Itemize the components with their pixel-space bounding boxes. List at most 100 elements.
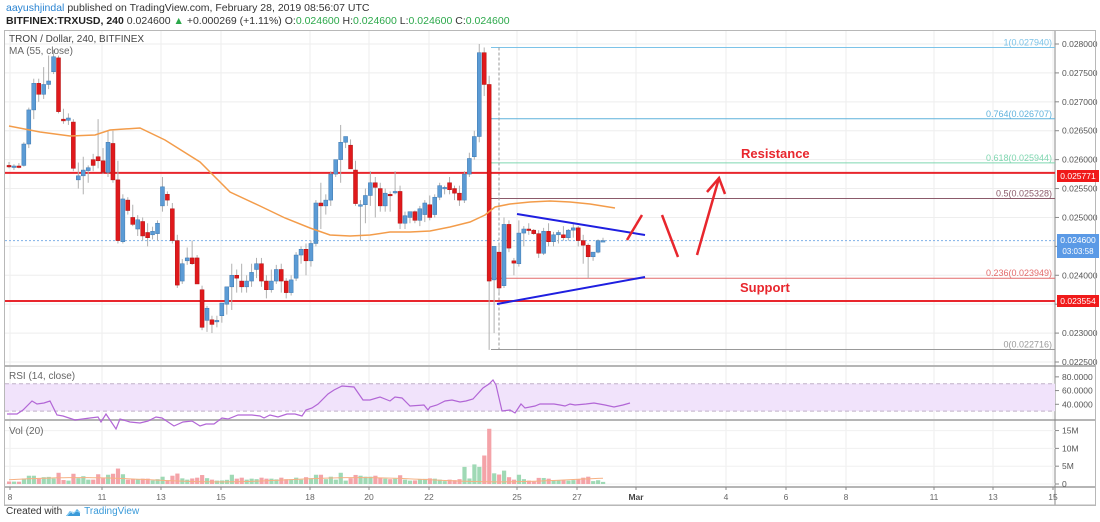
candle-up bbox=[333, 159, 338, 175]
candle-down bbox=[283, 280, 289, 293]
candle-down bbox=[199, 289, 205, 328]
volume-bar-up bbox=[328, 476, 333, 484]
volume-bar-up bbox=[551, 480, 556, 484]
volume-bar-down bbox=[200, 475, 205, 484]
arrow-head-icon bbox=[706, 175, 727, 195]
volume-bar-down bbox=[71, 473, 76, 484]
up-triangle-icon: ▲ bbox=[173, 15, 184, 27]
candle-down bbox=[189, 257, 195, 264]
volume-bar-up bbox=[41, 477, 46, 484]
candle-down bbox=[71, 121, 76, 169]
candle-down bbox=[209, 319, 215, 325]
candle-up bbox=[407, 211, 413, 218]
volume-legend: Vol (20) bbox=[9, 426, 44, 437]
candle-down bbox=[56, 57, 61, 112]
time-tick-label: 18 bbox=[305, 492, 315, 502]
candle-down bbox=[427, 204, 432, 218]
rsi-line bbox=[7, 379, 631, 431]
candle-up bbox=[298, 249, 304, 256]
volume-bar-up bbox=[338, 472, 343, 484]
volume-bar-up bbox=[556, 480, 561, 484]
volume-bar-up bbox=[205, 478, 210, 484]
price-tick-label: 0.027000 bbox=[1062, 97, 1098, 107]
fib-level-label: 0.764(0.026707) bbox=[986, 109, 1052, 119]
support-price-tag: 0.023554 bbox=[1057, 295, 1099, 307]
volume-bar-down bbox=[398, 475, 403, 484]
volume-tick-label: 5M bbox=[1062, 461, 1074, 471]
triangle-upper-trendline bbox=[516, 213, 646, 236]
price-tick-label: 0.026500 bbox=[1062, 126, 1098, 136]
candle-down bbox=[6, 165, 12, 168]
candle-down bbox=[125, 199, 131, 211]
volume-bar-down bbox=[264, 478, 269, 484]
candle-down bbox=[397, 191, 403, 224]
candle-up bbox=[293, 254, 299, 279]
candle-up bbox=[81, 169, 86, 177]
volume-bar-up bbox=[591, 481, 596, 484]
candle-up bbox=[229, 275, 234, 288]
chart-legend-title: TRON / Dollar, 240, BITFINEX bbox=[9, 34, 145, 45]
volume-bar-down bbox=[195, 477, 200, 484]
candle-up bbox=[214, 320, 220, 323]
candle-down bbox=[264, 280, 269, 290]
candle-up bbox=[26, 109, 32, 145]
candle-down bbox=[412, 211, 418, 221]
candle-up bbox=[51, 56, 56, 73]
candle-up bbox=[338, 142, 343, 160]
candle-down bbox=[165, 194, 170, 201]
projection-arrow-shaft bbox=[695, 177, 721, 256]
volume-bar-down bbox=[165, 480, 170, 484]
candle-up bbox=[219, 302, 225, 316]
rsi-tick-label: 40.0000 bbox=[1062, 399, 1093, 409]
volume-bar-up bbox=[601, 481, 606, 484]
volume-bar-down bbox=[348, 478, 353, 484]
fib-level-label: 0.5(0.025328) bbox=[996, 188, 1052, 198]
volume-bar-up bbox=[393, 478, 398, 484]
author-link[interactable]: aayushjindal bbox=[6, 2, 65, 14]
volume-bar-up bbox=[477, 466, 482, 484]
volume-bar-up bbox=[502, 470, 507, 484]
candle-up bbox=[472, 136, 477, 157]
candle-down bbox=[526, 228, 531, 231]
high-label: H: bbox=[342, 15, 354, 27]
candle-up bbox=[180, 263, 185, 282]
candle-up bbox=[254, 263, 259, 270]
volume-bar-down bbox=[447, 479, 452, 484]
candle-up bbox=[184, 257, 190, 262]
time-tick-label: 15 bbox=[216, 492, 226, 502]
volume-bar-up bbox=[51, 478, 56, 484]
volume-bar-up bbox=[403, 479, 408, 484]
candle-down bbox=[536, 233, 541, 254]
candle-up bbox=[155, 222, 160, 234]
created-with-text: Created with bbox=[6, 506, 63, 517]
candle-down bbox=[95, 156, 101, 162]
volume-bar-down bbox=[581, 477, 586, 484]
candle-down bbox=[145, 232, 150, 238]
volume-bar-down bbox=[506, 477, 512, 484]
candle-up bbox=[21, 143, 27, 166]
tradingview-link[interactable]: TradingView bbox=[84, 506, 140, 517]
volume-bar-up bbox=[368, 476, 373, 484]
high-value: 0.024600 bbox=[353, 15, 397, 27]
volume-bar-up bbox=[422, 478, 427, 484]
candle-down bbox=[16, 165, 22, 168]
candle-up bbox=[31, 83, 36, 111]
volume-bar-up bbox=[26, 475, 31, 484]
volume-bar-up bbox=[274, 479, 279, 484]
candle-up bbox=[566, 229, 571, 238]
volume-bar-up bbox=[269, 478, 274, 484]
volume-bar-down bbox=[318, 474, 324, 484]
volume-bar-down bbox=[145, 478, 150, 484]
candle-down bbox=[259, 263, 264, 282]
volume-bar-down bbox=[170, 475, 175, 484]
candle-up bbox=[160, 186, 165, 207]
time-tick-label: 20 bbox=[364, 492, 374, 502]
open-label: O: bbox=[284, 15, 296, 27]
candle-up bbox=[392, 191, 398, 194]
resistance-annotation: Resistance bbox=[741, 146, 810, 161]
bar-countdown: 03:03:58 bbox=[1057, 246, 1099, 258]
candle-up bbox=[135, 219, 140, 230]
time-tick-label: 8 bbox=[844, 492, 849, 502]
candle-down bbox=[481, 52, 487, 85]
